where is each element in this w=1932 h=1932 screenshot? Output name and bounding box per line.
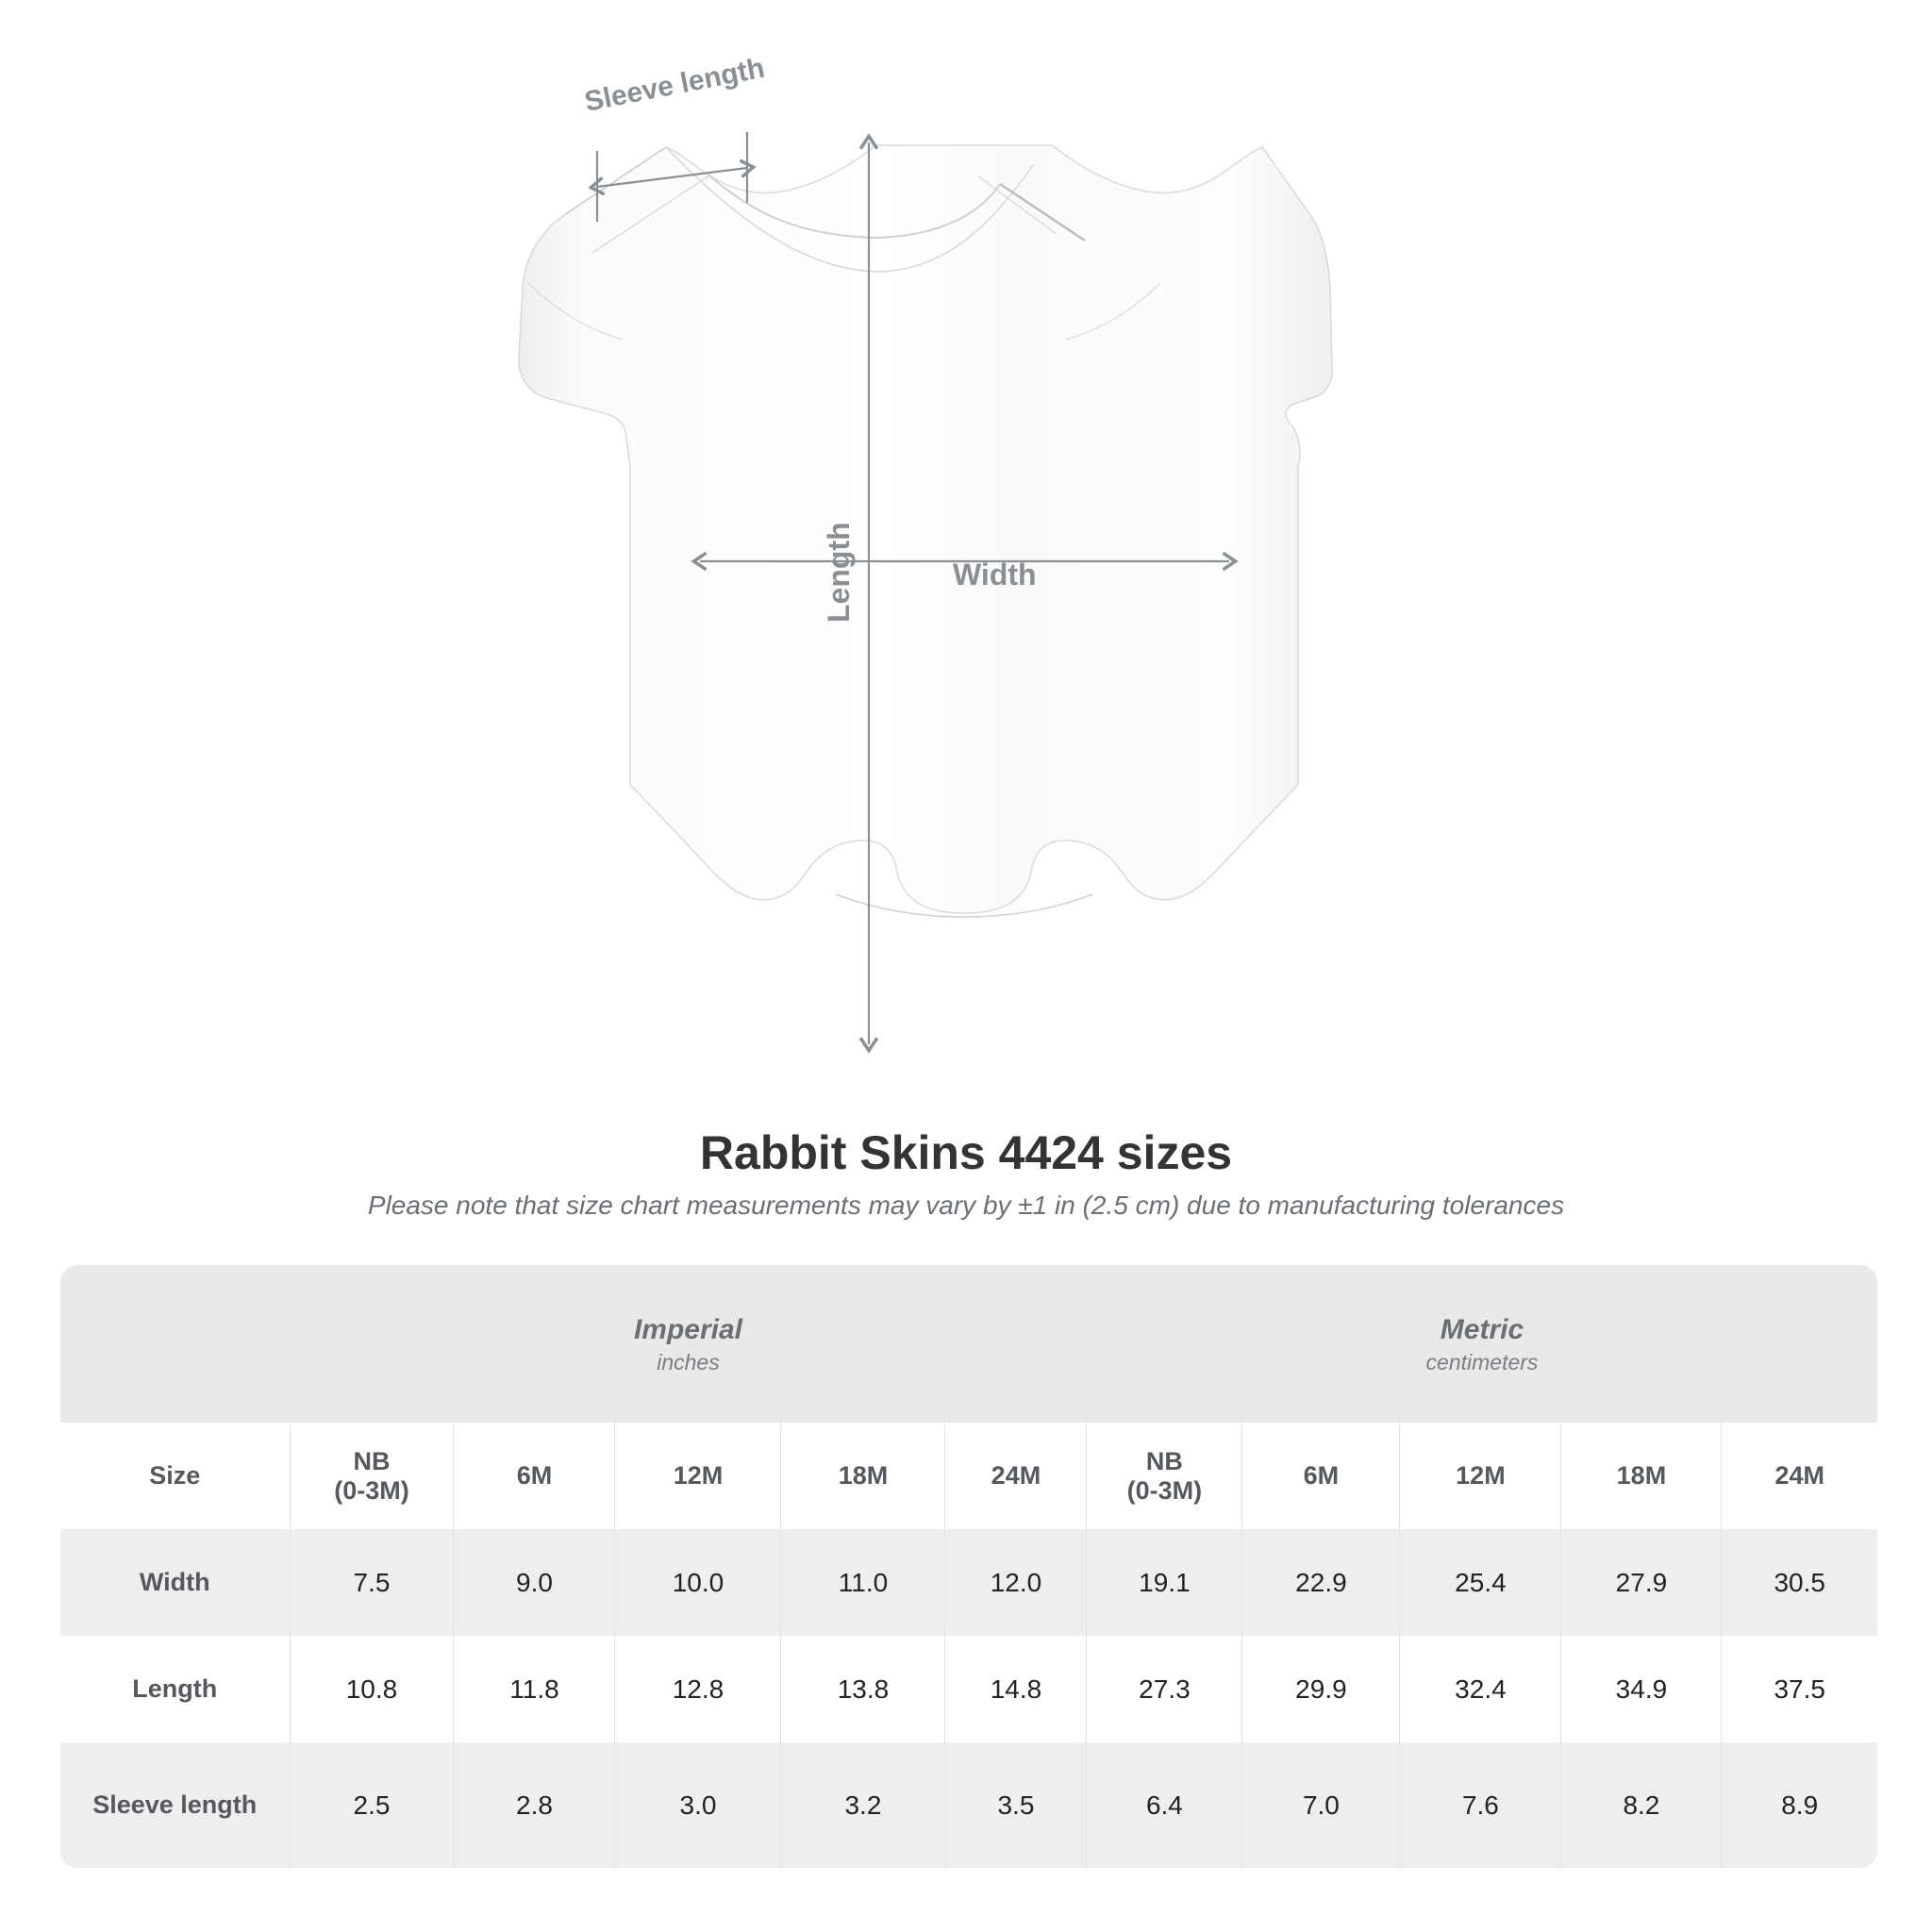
svg-text:Length: Length	[822, 522, 856, 623]
svg-text:Width: Width	[953, 558, 1037, 591]
svg-text:Sleeve length: Sleeve length	[582, 53, 767, 118]
